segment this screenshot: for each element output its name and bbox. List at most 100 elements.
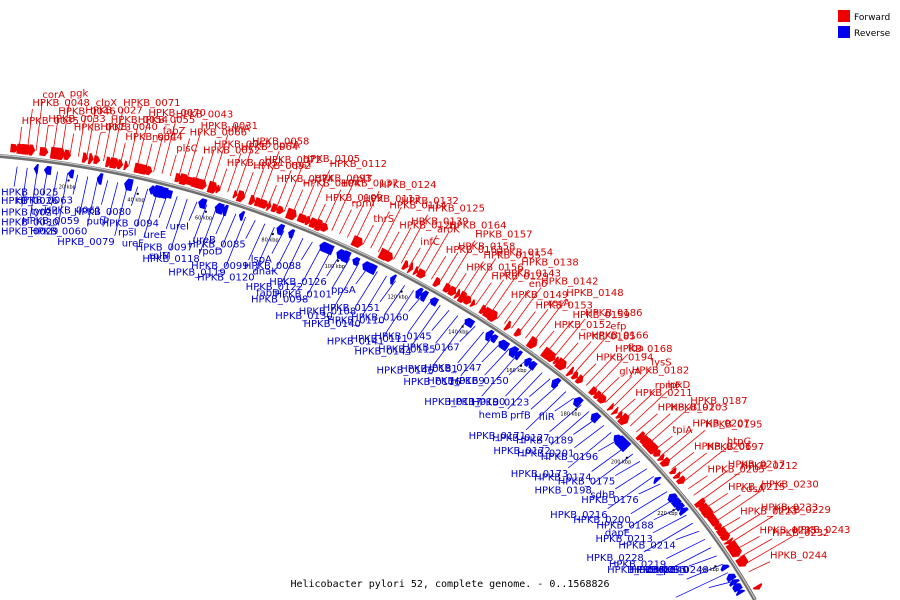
reverse-feature-arrow [148,185,155,195]
forward-gene-label: HPKB_0138 [521,258,578,269]
forward-leader-line [169,154,177,177]
forward-feature-arrow [486,309,498,322]
forward-gene-label: htpG [727,437,751,448]
forward-gene-label: HPKB_0149 [511,290,568,301]
reverse-leader-line [407,299,432,334]
forward-gene-label: HPKB_0052 [203,146,260,157]
reverse-gene-label: HPKB_0214 [618,541,675,552]
reverse-gene-label: HPKB_0147 [424,363,481,374]
forward-feature-arrow [145,165,153,176]
forward-feature-arrow [735,554,749,567]
forward-leader-line [370,211,390,249]
forward-gene-label: thrS [373,214,394,225]
reverse-gene-label: HPKB_0116 [403,377,460,388]
reverse-leader-line [607,475,654,510]
forward-gene-label: HPKB_0054 [111,115,168,126]
forward-gene-label: HPKB_0137 [341,179,398,190]
reverse-leader-line [411,304,441,346]
reverse-gene-label: HPKB_0145 [374,332,431,343]
reverse-leader-line [591,453,634,485]
reverse-gene-label: HPKB_0219 [609,560,666,571]
forward-gene-label: lpxD [668,380,691,391]
forward-feature-arrow [232,190,238,199]
reverse-gene-label: HPKB_0236 [607,565,664,576]
forward-feature-arrow [570,370,579,380]
forward-leader-line [354,191,380,242]
forward-feature-arrow [10,143,19,153]
forward-feature-arrow [406,262,414,274]
forward-gene-label: HPKB_0207 [692,419,749,430]
forward-gene-label: HPKB_0142 [541,277,598,288]
forward-gene-label: HPKB_0125 [428,204,485,215]
legend-forward-label: Forward [854,13,890,23]
forward-leader-line [44,124,49,152]
forward-gene-label: efp [610,322,626,333]
forward-leader-line [346,204,364,238]
forward-feature-arrow [606,402,614,411]
forward-feature-arrow [248,194,256,206]
reverse-gene-label: HPKB_0190 [448,397,505,408]
forward-leader-line [642,413,671,439]
kbp-tick-label: 160 kbp [506,368,526,374]
forward-gene-label: HPKB_0203 [670,403,727,414]
reverse-leader-line [57,173,69,226]
forward-leader-line [688,475,708,490]
forward-leader-line [438,252,459,284]
forward-gene-label: HPKB_0093 [314,173,371,184]
forward-leader-line [532,298,567,344]
forward-gene-label: HPKB_0040 [100,122,157,133]
forward-feature-arrow [313,218,324,232]
forward-leader-line [545,320,573,354]
forward-gene-label: HPKB_0105 [303,154,360,165]
reverse-gene-label: HPKB_0150 [451,376,508,387]
reverse-gene-label: HPKB_0181 [400,364,457,375]
forward-gene-label: HPKB_0046 [58,106,115,117]
reverse-leader-line [170,198,188,250]
forward-feature-arrow [320,222,329,232]
reverse-feature-arrow [485,329,495,342]
forward-leader-line [648,406,691,445]
reverse-leader-line [567,432,612,469]
forward-feature-arrow [646,442,659,455]
forward-feature-arrow [20,143,32,155]
forward-feature-arrow [285,207,297,221]
reverse-leader-line [525,391,567,431]
reverse-feature-arrow [671,497,682,508]
forward-gene-label: HPKB_0035 [22,116,79,127]
reverse-gene-label: rpoD [198,247,223,258]
forward-leader-line [623,391,656,421]
forward-feature-arrow [63,149,72,161]
reverse-feature-arrow [238,211,246,222]
forward-leader-line [323,189,342,228]
forward-leader-line [552,318,586,359]
reverse-leader-line [614,461,641,477]
reverse-leader-line [277,234,294,266]
reverse-leader-line [460,337,493,377]
forward-gene-label: fabZ [163,126,186,137]
forward-leader-line [503,289,530,324]
forward-feature-arrow [525,335,538,349]
forward-leader-line [103,125,112,162]
forward-leader-line [423,231,450,276]
reverse-gene-label: sdhB [590,490,615,501]
reverse-gene-label: HPKB_0174 [534,473,591,484]
forward-feature-arrow [456,290,467,304]
forward-gene-label: nspC [152,133,177,144]
reverse-gene-label: HPKB_0108 [299,307,356,318]
forward-gene-label: HPKB_0031 [201,121,258,132]
forward-feature-arrow [668,467,677,475]
forward-leader-line [586,354,616,386]
reverse-gene-label: ureB [193,235,216,246]
reverse-leader-line [408,294,423,312]
forward-gene-label: HPKB_0191 [658,403,715,414]
reverse-gene-label: HPKB_0169 [427,376,484,387]
reverse-gene-label: HPKB_0059 [22,216,79,227]
forward-gene-label: HPKB_0113 [363,194,420,205]
forward-gene-label: HPKB_0114 [389,200,446,211]
forward-gene-label: cdsA [741,484,765,495]
forward-leader-line [676,452,707,477]
forward-feature-arrow [304,215,311,226]
reverse-feature-arrow [614,435,629,450]
reverse-gene-label: HPKB_0098 [251,294,308,305]
forward-gene-label: corA [42,90,65,101]
